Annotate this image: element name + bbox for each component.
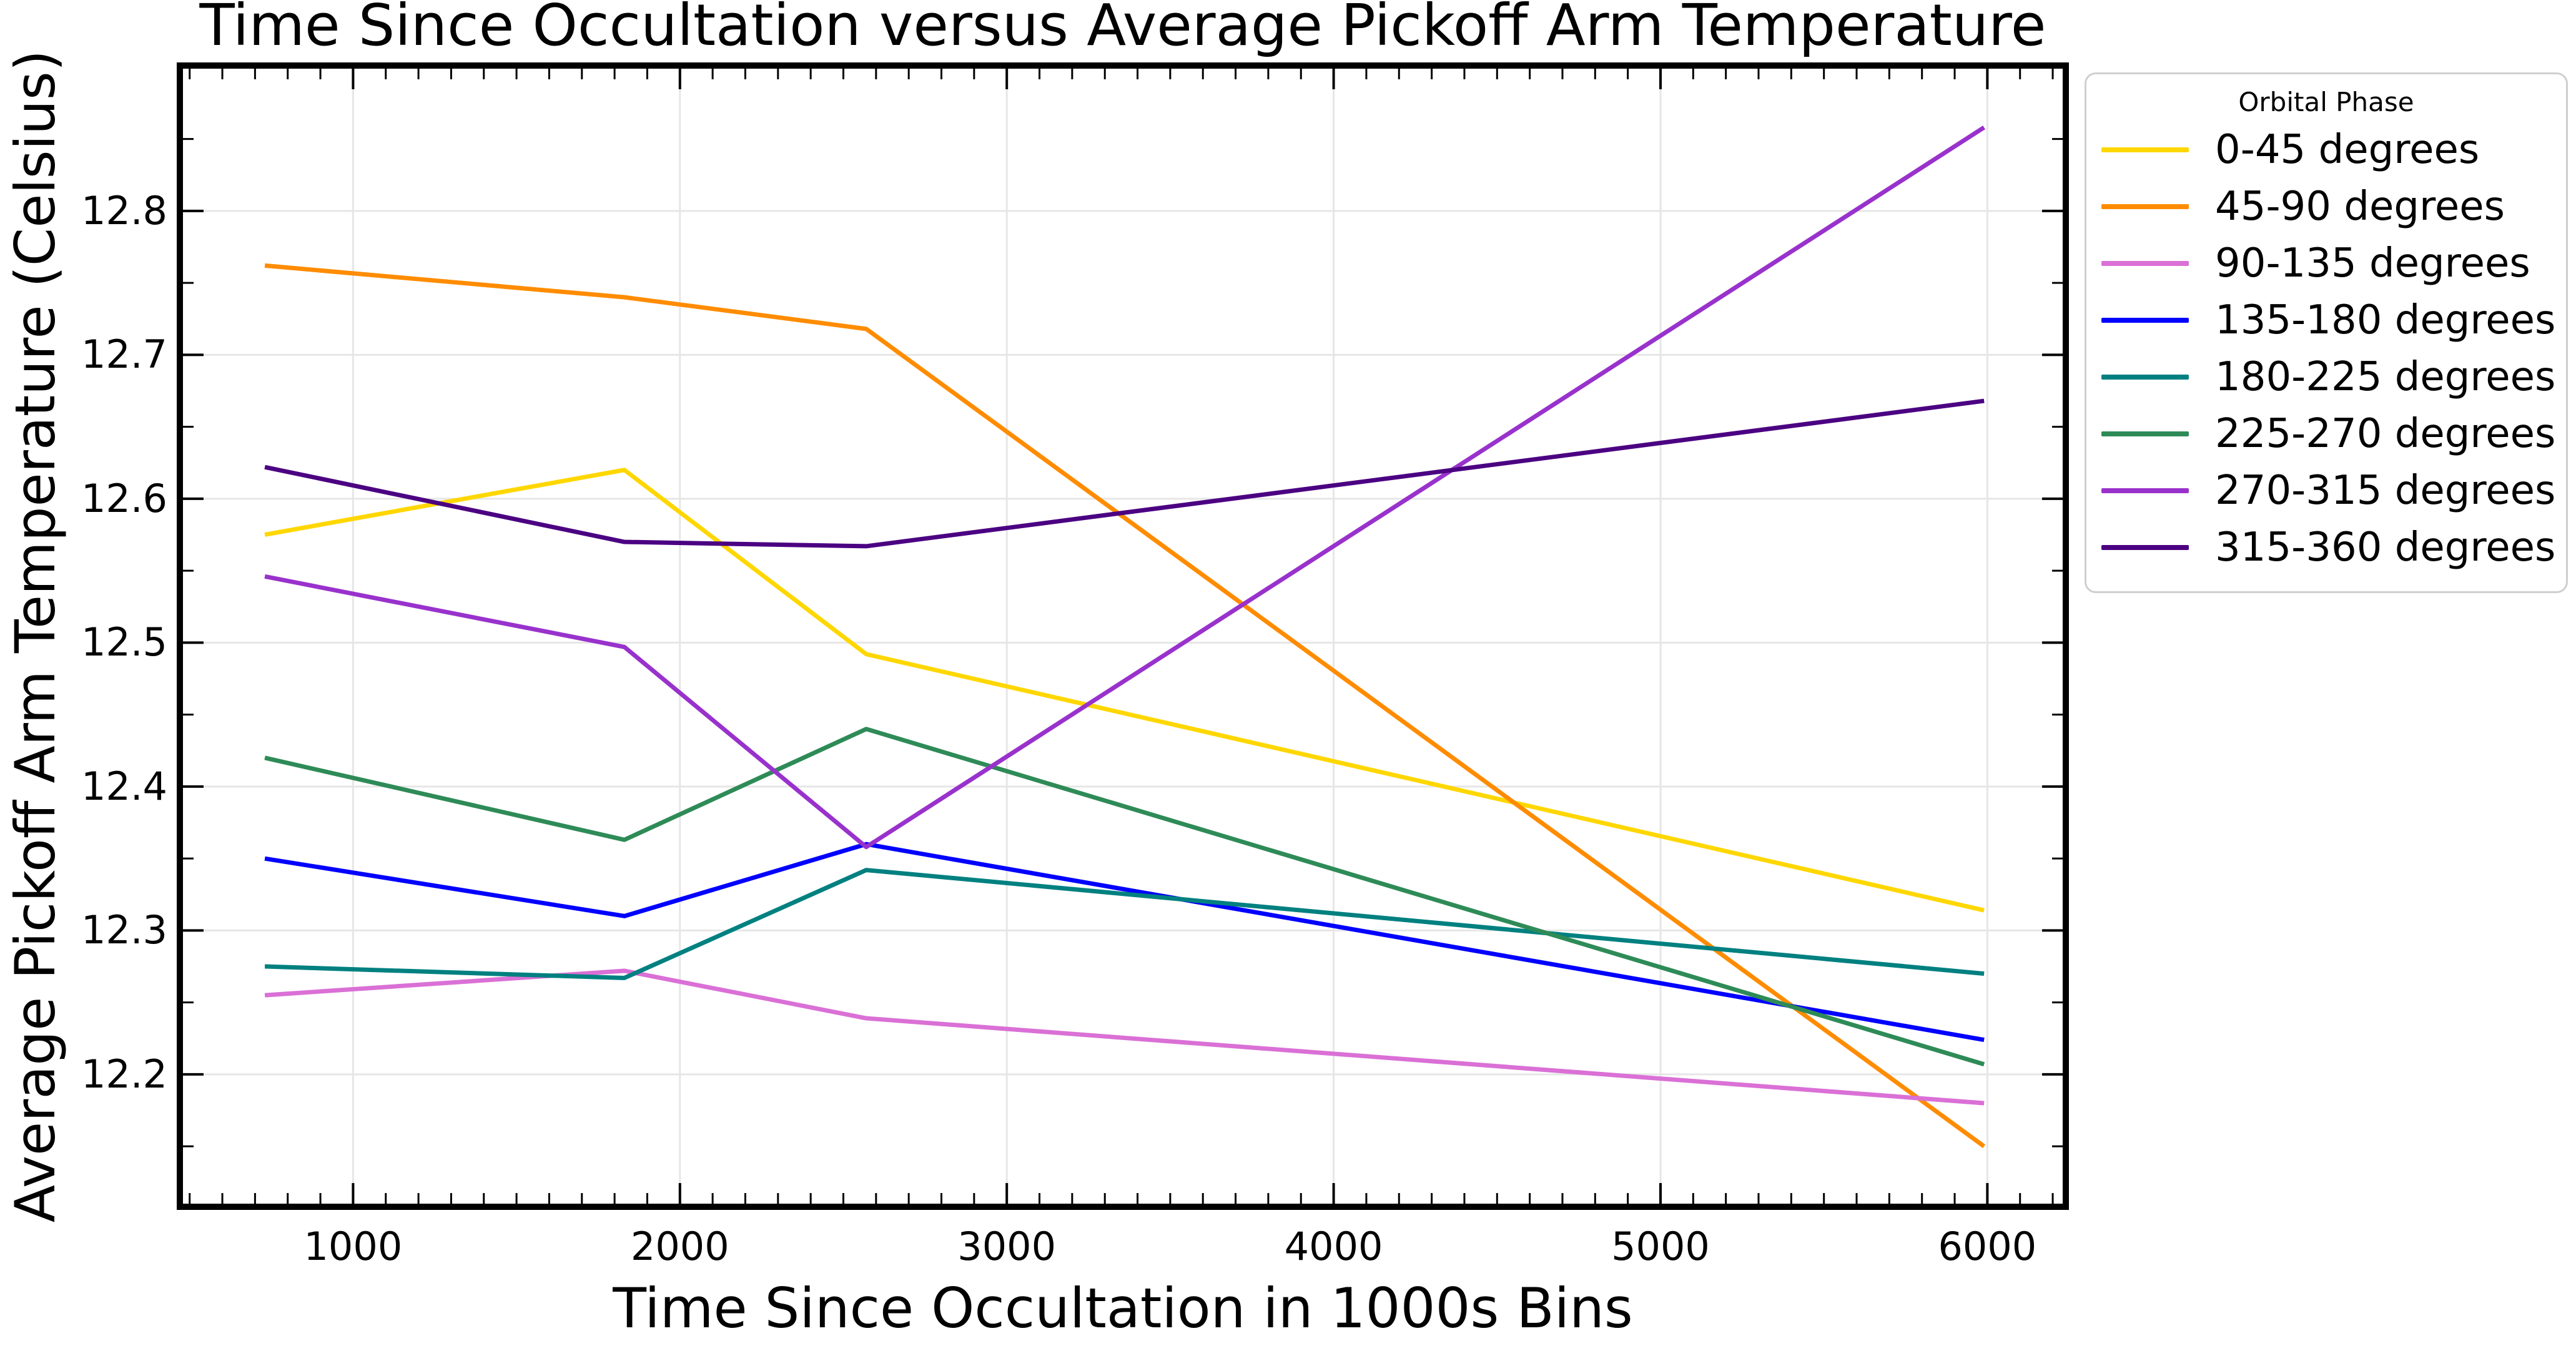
legend-item-label: 270-315 degrees — [2215, 468, 2556, 514]
x-tick-label: 2000 — [630, 1224, 729, 1269]
y-tick-label: 12.6 — [81, 475, 167, 521]
legend-swatch-icon — [2101, 488, 2189, 493]
legend-item: 90-135 degrees — [2086, 235, 2566, 291]
y-tick-label: 12.7 — [81, 332, 167, 378]
legend-swatch-icon — [2101, 261, 2189, 266]
legend-item-label: 90-135 degrees — [2215, 240, 2530, 287]
legend-item-label: 180-225 degrees — [2215, 354, 2556, 400]
legend-item: 315-360 degrees — [2086, 519, 2566, 575]
series-line-45-90-degrees — [264, 263, 1986, 1149]
y-tick-label: 12.8 — [81, 187, 167, 233]
series-line-315-360-degrees — [264, 398, 1985, 549]
legend-swatch-icon — [2101, 545, 2189, 550]
y-tick-label: 12.2 — [81, 1051, 167, 1097]
legend-swatch-icon — [2101, 204, 2189, 209]
series-line-225-270-degrees — [264, 727, 1985, 1067]
x-tick-label: 1000 — [303, 1224, 403, 1269]
series-line-180-225-degrees — [264, 868, 1985, 980]
legend: Orbital Phase 0-45 degrees 45-90 degrees 9… — [2085, 72, 2568, 593]
legend-swatch-icon — [2101, 318, 2189, 323]
x-tick-label: 6000 — [1938, 1224, 2037, 1269]
series-line-90-135-degrees — [264, 968, 1985, 1106]
chart-title: Time Since Occultation versus Average Pi… — [199, 0, 2046, 59]
y-tick-label: 12.4 — [81, 763, 167, 809]
series-line-0-45-degrees — [264, 468, 1985, 913]
legend-item: 135-180 degrees — [2086, 292, 2566, 348]
series-line-135-180-degrees — [264, 842, 1985, 1043]
legend-swatch-icon — [2101, 375, 2189, 380]
legend-title: Orbital Phase — [2238, 87, 2414, 117]
x-tick-label: 3000 — [957, 1224, 1057, 1269]
series-line-270-315-degrees — [264, 125, 1986, 850]
legend-item: 180-225 degrees — [2086, 348, 2566, 405]
y-tick-label: 12.5 — [81, 619, 167, 666]
legend-item: 225-270 degrees — [2086, 405, 2566, 461]
x-axis-label: Time Since Occultation in 1000s Bins — [613, 1276, 1633, 1340]
legend-item: 45-90 degrees — [2086, 178, 2566, 234]
legend-item-label: 0-45 degrees — [2215, 127, 2480, 173]
legend-item: 0-45 degrees — [2086, 121, 2566, 177]
legend-item-label: 225-270 degrees — [2215, 411, 2556, 457]
legend-swatch-icon — [2101, 147, 2189, 152]
legend-item-label: 135-180 degrees — [2215, 297, 2556, 343]
legend-item: 270-315 degrees — [2086, 462, 2566, 518]
x-tick-label: 5000 — [1611, 1224, 1710, 1269]
legend-swatch-icon — [2101, 431, 2189, 436]
y-tick-label: 12.3 — [81, 907, 167, 953]
legend-item-label: 45-90 degrees — [2215, 184, 2505, 230]
x-tick-label: 4000 — [1284, 1224, 1383, 1269]
plot-frame — [177, 62, 2069, 1210]
legend-item-label: 315-360 degrees — [2215, 524, 2556, 571]
